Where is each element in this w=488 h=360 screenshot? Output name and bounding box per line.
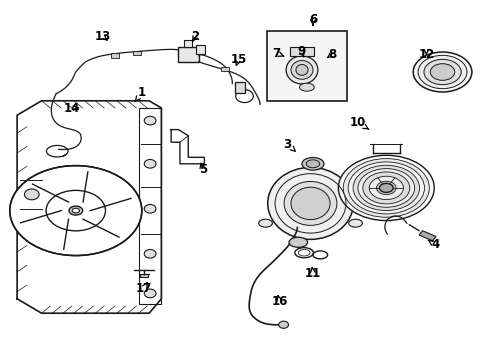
Bar [139,108,161,304]
Bar [234,82,245,93]
Ellipse shape [258,219,272,227]
Ellipse shape [295,64,307,75]
Ellipse shape [299,83,314,91]
Ellipse shape [343,159,428,217]
Text: 2: 2 [191,30,199,42]
Ellipse shape [347,162,424,214]
Ellipse shape [412,52,471,92]
Ellipse shape [348,219,362,227]
Text: 12: 12 [417,48,434,60]
Ellipse shape [284,181,336,225]
Text: 6: 6 [308,13,316,26]
Ellipse shape [357,168,414,207]
Ellipse shape [285,56,317,84]
Bar [133,51,141,55]
Ellipse shape [417,55,466,89]
Polygon shape [17,101,161,313]
Ellipse shape [290,187,329,220]
Bar [221,67,228,71]
Ellipse shape [379,184,392,192]
Text: 13: 13 [94,30,111,43]
Text: 17: 17 [136,282,152,294]
Ellipse shape [288,237,307,247]
Ellipse shape [429,64,454,80]
Polygon shape [171,130,204,164]
Bar [289,46,314,55]
Circle shape [144,249,156,258]
Ellipse shape [290,60,312,79]
Text: 8: 8 [327,48,336,60]
Circle shape [278,321,288,328]
Text: 9: 9 [297,45,305,58]
Ellipse shape [267,167,352,239]
Text: 4: 4 [427,238,438,251]
Ellipse shape [72,208,79,213]
Ellipse shape [352,165,419,211]
Circle shape [144,116,156,125]
Bar [195,45,205,54]
Ellipse shape [362,172,409,204]
Circle shape [144,204,156,213]
Bar [140,274,148,277]
Text: 10: 10 [349,116,368,129]
Ellipse shape [368,176,403,199]
Ellipse shape [423,59,460,85]
Ellipse shape [10,166,142,256]
Text: 14: 14 [64,102,81,114]
Ellipse shape [69,206,82,215]
Circle shape [144,289,156,298]
Bar [111,53,119,58]
Ellipse shape [302,157,323,170]
Bar [184,40,192,47]
Bar [177,47,199,62]
Text: 15: 15 [230,53,246,66]
Circle shape [24,189,39,200]
Bar [418,231,435,241]
Text: 7: 7 [272,47,283,60]
Text: 16: 16 [271,295,287,308]
Text: 1: 1 [135,86,145,102]
Bar [266,31,346,101]
Text: 3: 3 [283,138,295,151]
Circle shape [144,159,156,168]
Text: 5: 5 [199,163,206,176]
Ellipse shape [305,160,319,168]
Ellipse shape [338,155,433,221]
Text: 11: 11 [304,267,321,280]
Ellipse shape [376,181,395,194]
